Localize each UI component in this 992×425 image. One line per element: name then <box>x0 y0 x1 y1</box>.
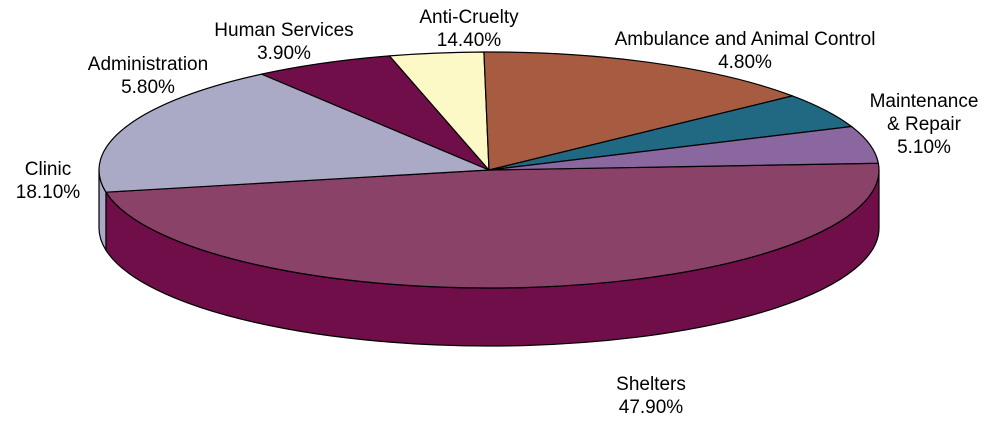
slice-name-6-1: & Repair <box>887 114 962 135</box>
slice-value-6: 5.10% <box>897 137 951 158</box>
pie-slice-anti-cruelty <box>483 51 794 171</box>
slice-value-4: 14.40% <box>437 30 502 51</box>
pie-top-slices <box>98 51 880 289</box>
slice-name-3-0: Human Services <box>214 20 353 41</box>
pie-slice-clinic <box>98 73 490 193</box>
slice-value-2: 5.80% <box>121 77 175 98</box>
slice-value-1: 18.10% <box>16 182 81 203</box>
slice-label-2: Administration 5.80% <box>88 54 208 98</box>
pie-slice-administration <box>261 55 490 171</box>
slice-name-1-0: Clinic <box>25 159 71 180</box>
slice-name-5-0: Ambulance and Animal Control <box>615 29 876 50</box>
slice-label-4: Anti-Cruelty 14.40% <box>419 7 519 51</box>
slice-value-5: 4.80% <box>718 52 772 73</box>
slice-value-3: 3.90% <box>257 43 311 64</box>
slice-value-0: 47.90% <box>619 397 684 418</box>
slice-name-2-0: Administration <box>88 54 208 75</box>
slice-name-6-0: Maintenance <box>870 91 979 112</box>
slice-name-4-0: Anti-Cruelty <box>419 7 519 28</box>
slice-label-1: Clinic 18.10% <box>16 159 81 203</box>
pie-slice-shelters <box>105 162 880 289</box>
pie-slice-maintenance-repair <box>488 125 879 171</box>
slice-name-0-0: Shelters <box>616 374 686 395</box>
slice-label-6: Maintenance & Repair 5.10% <box>870 91 979 158</box>
slice-label-5: Ambulance and Animal Control 4.80% <box>615 29 876 73</box>
slice-label-3: Human Services 3.90% <box>214 20 353 64</box>
slice-labels: Shelters 47.90% Clinic 18.10% Administration… <box>16 7 979 418</box>
slice-label-0: Shelters 47.90% <box>616 374 686 418</box>
